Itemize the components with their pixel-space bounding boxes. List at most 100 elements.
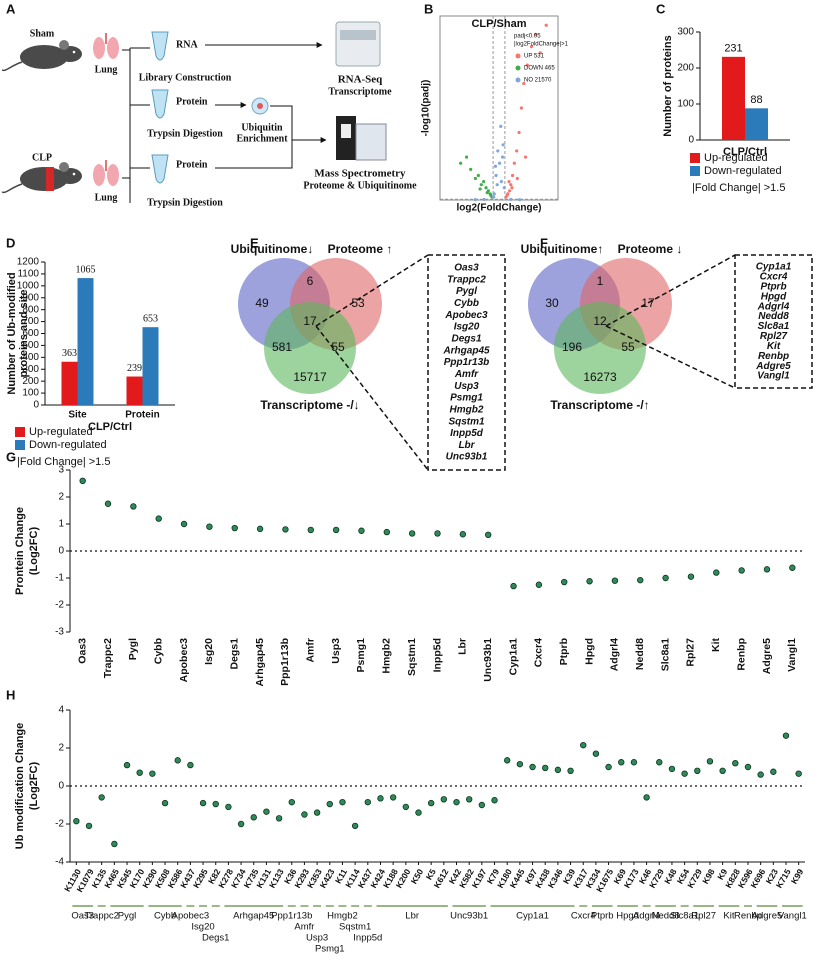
dot (478, 801, 486, 809)
y-tick-label: 600 (22, 328, 39, 339)
mouse-body (20, 167, 68, 191)
point (515, 176, 519, 181)
gene-name: Degs1 (451, 333, 481, 344)
point (464, 155, 469, 159)
gene-name: Pygl (456, 286, 477, 297)
dot (408, 530, 416, 537)
venn-count: 17 (641, 296, 655, 310)
y-tick-label: 0 (688, 135, 694, 146)
gene-name: Slc8a1 (758, 321, 790, 332)
dot (199, 799, 207, 807)
connector (122, 47, 150, 203)
legend-label: Up-regulated (29, 426, 93, 438)
x-tick-label: Nedd8 (634, 638, 646, 670)
tube (151, 89, 169, 119)
gene-label: Slc8a1 (670, 911, 699, 922)
dot (618, 759, 625, 766)
panel-label: H (6, 687, 15, 702)
legend-title: padj<0.05 (514, 34, 541, 40)
gene-label: Cxcr4 (571, 911, 596, 922)
gene-label: Amfr (294, 922, 314, 933)
y-tick-label: 100 (22, 388, 39, 399)
point (510, 173, 515, 178)
legend-swatch (515, 65, 521, 71)
legend-swatch (690, 166, 700, 176)
bar (126, 376, 143, 405)
point (496, 149, 500, 153)
mouse-tail (1, 183, 23, 194)
panel-label: C (656, 1, 666, 16)
dot (155, 515, 162, 522)
sample-label: Protein (176, 159, 208, 170)
sequencer (335, 21, 381, 67)
x-tick-label: Degs1 (229, 638, 241, 670)
mouse-ear (59, 162, 69, 172)
y-tick-label: 400 (22, 352, 39, 363)
y-tick-label: -1 (55, 573, 64, 584)
gene-label: Rpl27 (691, 911, 716, 922)
dot (130, 503, 137, 510)
mass-spectrometer (355, 123, 387, 161)
dot (789, 564, 796, 571)
x-tick-label: Arhgap45 (254, 638, 266, 687)
dot (79, 477, 86, 484)
x-tick-label: Cxcr4 (533, 638, 545, 667)
dot (98, 794, 105, 801)
panel-label: G (6, 449, 16, 464)
venn-count: 6 (307, 274, 314, 288)
venn-set-label: Ubiquitinome↑ (521, 242, 604, 256)
panel-label: E (250, 235, 259, 250)
callout-line (605, 254, 736, 389)
point (522, 81, 526, 86)
gene-name: Ppp1r13b (444, 357, 490, 368)
point (512, 161, 516, 165)
legend-label: NO 21570 (524, 78, 552, 84)
y-tick-label: 0 (58, 546, 64, 557)
gene-name: Amfr (454, 369, 479, 380)
venn-count: 16273 (583, 370, 617, 384)
point (544, 23, 548, 27)
method-label: Transcriptome (328, 86, 392, 97)
point (497, 161, 502, 165)
bar (745, 108, 768, 140)
mass-spectrometer (341, 124, 351, 138)
y-tick-label: 800 (22, 304, 39, 315)
dot (681, 770, 688, 777)
legend-label: Up-regulated (704, 152, 768, 164)
point (489, 193, 493, 197)
y-tick-label: 900 (22, 292, 39, 303)
gene-label: Kit (723, 911, 734, 922)
x-tick-label: Trappc2 (102, 638, 114, 678)
step-label: Ubiquitin (241, 122, 283, 133)
venn-count: 12 (593, 314, 607, 328)
x-tick-label: Oas3 (76, 638, 88, 664)
venn-set (264, 302, 356, 394)
dot (516, 760, 524, 768)
venn-set-label: Proteome ↓ (618, 242, 683, 256)
sample-label: Protein (176, 96, 208, 107)
data-label: 239 (127, 363, 142, 374)
gene-name: Renbp (758, 351, 789, 362)
dot (535, 581, 543, 588)
gene-box (427, 254, 506, 471)
venn-count: 581 (272, 340, 292, 354)
y-tick-label: 0 (33, 400, 39, 411)
dot (174, 757, 181, 764)
x-tick-label: Amfr (305, 638, 317, 663)
y-tick-label: 700 (22, 316, 39, 327)
dot (484, 531, 492, 538)
y-tick-label: 2 (58, 492, 64, 503)
dot (180, 520, 188, 528)
x-tick-label: Hmgb2 (381, 638, 393, 674)
dot (231, 524, 238, 532)
connector (215, 105, 293, 169)
x-tick-label: Pygl (127, 638, 139, 660)
legend-label: UP 531 (524, 54, 545, 60)
y-tick-label: 4 (58, 705, 64, 716)
dot (795, 770, 802, 777)
lung (93, 164, 105, 186)
group-label: Sham (30, 28, 55, 39)
gene-label: Trappc2 (84, 911, 119, 922)
dot (465, 796, 473, 803)
dot (694, 767, 701, 774)
